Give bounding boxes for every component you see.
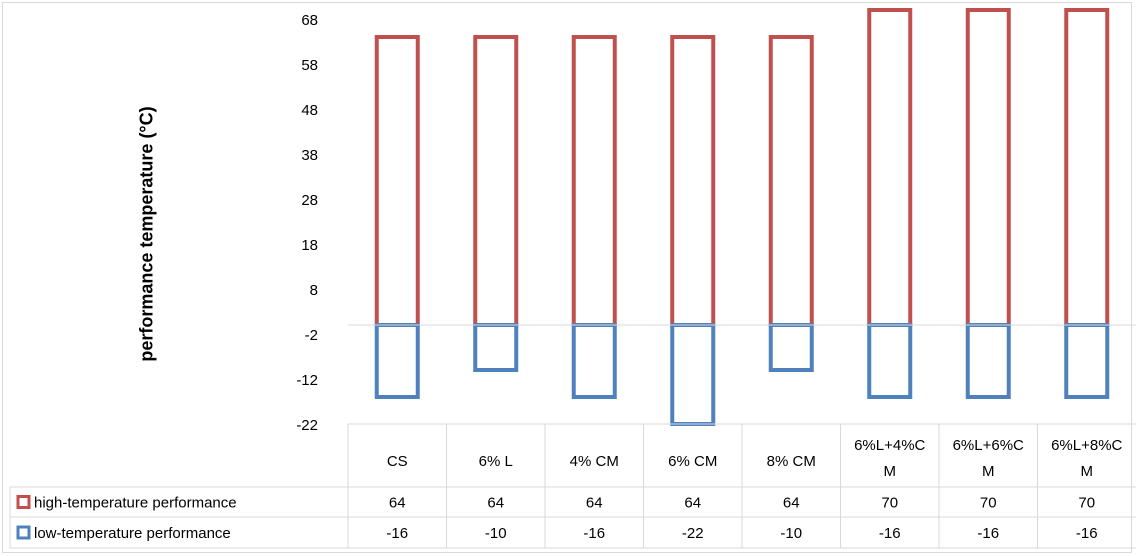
bar-high-temperature: [571, 35, 617, 327]
bar-high-temperature: [473, 35, 519, 327]
y-tick-label: 58: [301, 57, 318, 74]
data-label-high: 64: [586, 495, 603, 512]
bar-high-temperature: [1064, 8, 1110, 327]
legend-key-low: [16, 525, 31, 540]
data-label-high: 64: [684, 495, 701, 512]
y-tick-label: 68: [301, 12, 318, 29]
category-label: 6%L+8%C: [1051, 437, 1122, 454]
bar-low-temperature: [670, 323, 716, 426]
y-tick-label: 38: [301, 147, 318, 164]
category-label: 8% CM: [767, 453, 816, 470]
bar-low-temperature: [374, 323, 420, 399]
legend-label-high: high-temperature performance: [34, 495, 237, 512]
legend-label-low: low-temperature performance: [34, 525, 231, 542]
bar-low-temperature: [1064, 323, 1110, 399]
y-tick-label: -12: [296, 372, 318, 389]
bar-high-temperature: [965, 8, 1011, 327]
data-label-high: 64: [389, 495, 406, 512]
data-label-high: 70: [881, 495, 898, 512]
category-label: M: [884, 463, 897, 480]
data-label-high: 70: [1078, 495, 1095, 512]
data-label-low: -16: [1076, 525, 1098, 542]
category-label: 6%L+4%C: [854, 437, 925, 454]
data-label-low: -16: [386, 525, 408, 542]
bar-low-temperature: [965, 323, 1011, 399]
bar-high-temperature: [670, 35, 716, 327]
category-label: 6% CM: [668, 453, 717, 470]
y-tick-label: 28: [301, 192, 318, 209]
data-label-low: -22: [682, 525, 704, 542]
bar-low-temperature: [768, 323, 814, 372]
category-label: M: [1081, 463, 1094, 480]
data-label-high: 64: [487, 495, 504, 512]
y-tick-label: 8: [310, 282, 318, 299]
y-tick-label: -2: [305, 327, 318, 344]
category-label: 4% CM: [570, 453, 619, 470]
data-label-low: -16: [977, 525, 999, 542]
bar-low-temperature: [571, 323, 617, 399]
data-label-high: 64: [783, 495, 800, 512]
category-label: 6% L: [479, 453, 513, 470]
bar-high-temperature: [768, 35, 814, 327]
y-tick-label: 18: [301, 237, 318, 254]
data-label-low: -10: [485, 525, 507, 542]
legend-key-high: [16, 495, 31, 509]
bar-high-temperature: [867, 8, 913, 327]
category-label: 6%L+6%C: [953, 437, 1024, 454]
category-label: M: [982, 463, 995, 480]
data-label-low: -16: [583, 525, 605, 542]
category-label: CS: [387, 453, 408, 470]
y-tick-label: 48: [301, 102, 318, 119]
bar-low-temperature: [867, 323, 913, 399]
y-tick-label: -22: [296, 417, 318, 434]
bar-high-temperature: [374, 35, 420, 327]
data-label-low: -16: [879, 525, 901, 542]
data-label-low: -10: [780, 525, 802, 542]
data-label-high: 70: [980, 495, 997, 512]
bar-low-temperature: [473, 323, 519, 372]
